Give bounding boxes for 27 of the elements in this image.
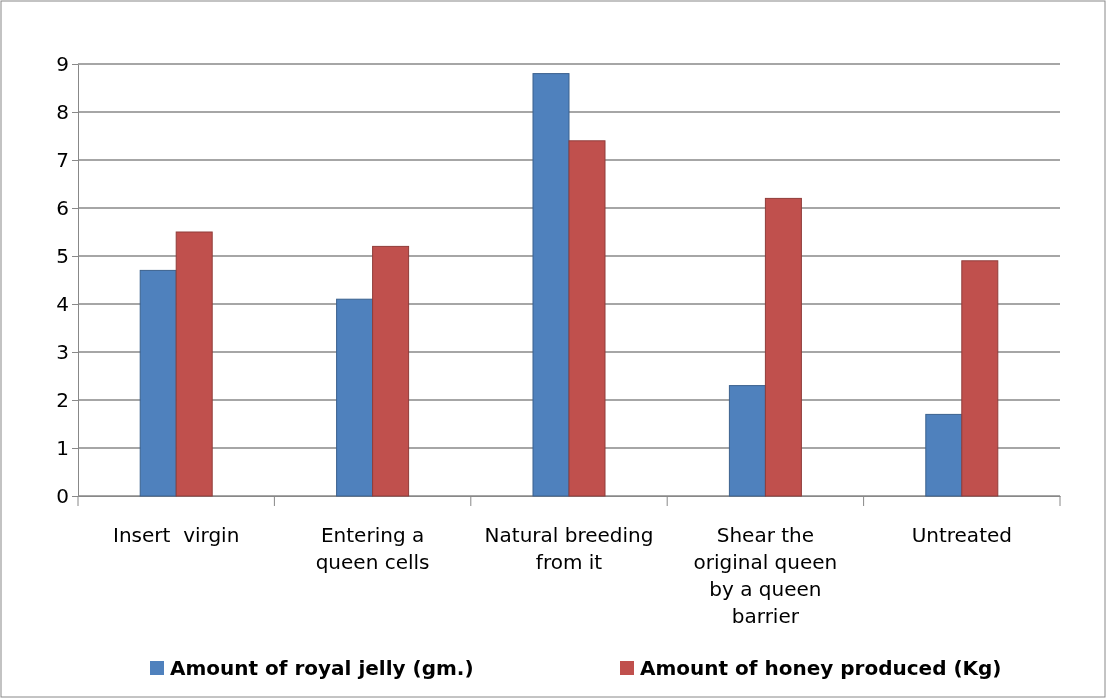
- x-tick-label: Entering a queen cells: [315, 523, 430, 574]
- x-tick-label: Untreated: [911, 523, 1012, 547]
- y-tick-label: 8: [56, 99, 69, 124]
- bar: [925, 413, 963, 497]
- bar: [961, 260, 999, 497]
- y-tick-label: 5: [56, 243, 69, 268]
- legend-label: Amount of honey produced (Kg): [640, 656, 1002, 680]
- x-tick-label: Shear the original queen by a queen barrier: [693, 523, 838, 628]
- y-tick-label: 6: [56, 195, 69, 220]
- bar: [568, 140, 606, 497]
- bar: [336, 298, 374, 497]
- bar: [139, 269, 177, 497]
- bar: [728, 385, 766, 497]
- y-tick-label: 1: [56, 435, 69, 460]
- x-tick-label: Natural breeding from it: [484, 523, 654, 574]
- x-tick-label: Insert virgin: [113, 523, 240, 547]
- y-tick-label: 2: [56, 387, 69, 412]
- y-tick-label: 9: [56, 51, 69, 76]
- y-tick-label: 7: [56, 147, 69, 172]
- y-tick-label: 0: [56, 483, 69, 508]
- bar: [372, 245, 410, 497]
- bar: [764, 197, 802, 497]
- legend-label: Amount of royal jelly (gm.): [170, 656, 474, 680]
- bar: [175, 231, 213, 497]
- bar: [532, 73, 570, 497]
- y-tick-label: 3: [56, 339, 69, 364]
- y-tick-label: 4: [56, 291, 69, 316]
